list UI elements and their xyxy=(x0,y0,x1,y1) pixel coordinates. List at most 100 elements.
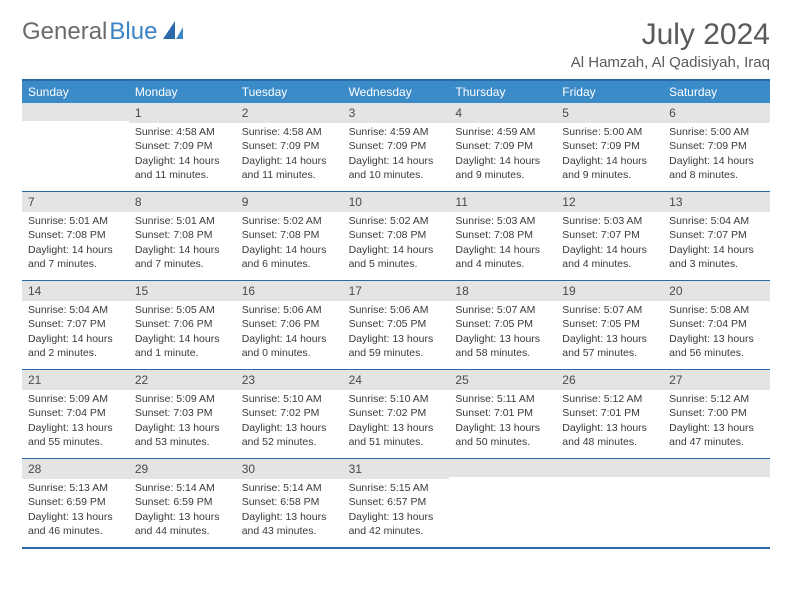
sunset-text: Sunset: 7:00 PM xyxy=(669,406,764,420)
daylight-text: Daylight: 13 hours and 46 minutes. xyxy=(28,510,123,538)
day-cell: 19Sunrise: 5:07 AMSunset: 7:05 PMDayligh… xyxy=(556,281,663,369)
day-number: 15 xyxy=(129,281,236,301)
day-cell: 1Sunrise: 4:58 AMSunset: 7:09 PMDaylight… xyxy=(129,103,236,191)
day-cell xyxy=(449,459,556,547)
daylight-text: Daylight: 13 hours and 48 minutes. xyxy=(562,421,657,449)
day-body: Sunrise: 5:12 AMSunset: 7:01 PMDaylight:… xyxy=(556,390,663,455)
sunset-text: Sunset: 6:59 PM xyxy=(135,495,230,509)
daylight-text: Daylight: 13 hours and 57 minutes. xyxy=(562,332,657,360)
day-cell: 2Sunrise: 4:58 AMSunset: 7:09 PMDaylight… xyxy=(236,103,343,191)
sunset-text: Sunset: 7:07 PM xyxy=(562,228,657,242)
sunrise-text: Sunrise: 5:11 AM xyxy=(455,392,550,406)
day-body xyxy=(556,477,663,485)
day-body: Sunrise: 5:07 AMSunset: 7:05 PMDaylight:… xyxy=(556,301,663,366)
day-number: 18 xyxy=(449,281,556,301)
sunset-text: Sunset: 7:05 PM xyxy=(349,317,444,331)
daylight-text: Daylight: 13 hours and 56 minutes. xyxy=(669,332,764,360)
day-body xyxy=(663,477,770,485)
day-number xyxy=(22,103,129,121)
day-body: Sunrise: 5:04 AMSunset: 7:07 PMDaylight:… xyxy=(22,301,129,366)
title-block: July 2024 Al Hamzah, Al Qadisiyah, Iraq xyxy=(571,18,770,71)
sunrise-text: Sunrise: 5:14 AM xyxy=(135,481,230,495)
sunset-text: Sunset: 7:08 PM xyxy=(242,228,337,242)
day-number: 19 xyxy=(556,281,663,301)
day-body: Sunrise: 5:07 AMSunset: 7:05 PMDaylight:… xyxy=(449,301,556,366)
day-number: 1 xyxy=(129,103,236,123)
day-number: 26 xyxy=(556,370,663,390)
sunset-text: Sunset: 6:59 PM xyxy=(28,495,123,509)
weekday-header: Sunday xyxy=(22,81,129,103)
logo-sail-icon xyxy=(161,19,187,46)
sunrise-text: Sunrise: 5:00 AM xyxy=(669,125,764,139)
sunrise-text: Sunrise: 4:58 AM xyxy=(242,125,337,139)
day-cell: 23Sunrise: 5:10 AMSunset: 7:02 PMDayligh… xyxy=(236,370,343,458)
day-cell: 24Sunrise: 5:10 AMSunset: 7:02 PMDayligh… xyxy=(343,370,450,458)
weekday-header: Friday xyxy=(556,81,663,103)
sunset-text: Sunset: 7:07 PM xyxy=(28,317,123,331)
day-number: 22 xyxy=(129,370,236,390)
day-body: Sunrise: 5:01 AMSunset: 7:08 PMDaylight:… xyxy=(22,212,129,277)
day-body: Sunrise: 4:58 AMSunset: 7:09 PMDaylight:… xyxy=(236,123,343,188)
day-number: 11 xyxy=(449,192,556,212)
sunset-text: Sunset: 7:04 PM xyxy=(28,406,123,420)
day-cell: 26Sunrise: 5:12 AMSunset: 7:01 PMDayligh… xyxy=(556,370,663,458)
day-cell: 29Sunrise: 5:14 AMSunset: 6:59 PMDayligh… xyxy=(129,459,236,547)
day-number: 28 xyxy=(22,459,129,479)
sunset-text: Sunset: 7:09 PM xyxy=(349,139,444,153)
day-cell: 21Sunrise: 5:09 AMSunset: 7:04 PMDayligh… xyxy=(22,370,129,458)
sunrise-text: Sunrise: 4:59 AM xyxy=(349,125,444,139)
day-number: 10 xyxy=(343,192,450,212)
daylight-text: Daylight: 14 hours and 1 minute. xyxy=(135,332,230,360)
sunrise-text: Sunrise: 5:06 AM xyxy=(349,303,444,317)
day-body: Sunrise: 5:11 AMSunset: 7:01 PMDaylight:… xyxy=(449,390,556,455)
day-number: 6 xyxy=(663,103,770,123)
sunrise-text: Sunrise: 5:15 AM xyxy=(349,481,444,495)
sunset-text: Sunset: 7:06 PM xyxy=(242,317,337,331)
day-body: Sunrise: 5:10 AMSunset: 7:02 PMDaylight:… xyxy=(343,390,450,455)
day-number: 17 xyxy=(343,281,450,301)
day-body: Sunrise: 5:01 AMSunset: 7:08 PMDaylight:… xyxy=(129,212,236,277)
day-body: Sunrise: 5:06 AMSunset: 7:06 PMDaylight:… xyxy=(236,301,343,366)
calendar: Sunday Monday Tuesday Wednesday Thursday… xyxy=(22,79,770,549)
sunset-text: Sunset: 7:02 PM xyxy=(349,406,444,420)
day-body: Sunrise: 5:05 AMSunset: 7:06 PMDaylight:… xyxy=(129,301,236,366)
sunrise-text: Sunrise: 5:03 AM xyxy=(562,214,657,228)
sunrise-text: Sunrise: 5:12 AM xyxy=(669,392,764,406)
sunrise-text: Sunrise: 5:05 AM xyxy=(135,303,230,317)
sunrise-text: Sunrise: 5:10 AM xyxy=(349,392,444,406)
sunset-text: Sunset: 7:08 PM xyxy=(28,228,123,242)
sunrise-text: Sunrise: 4:59 AM xyxy=(455,125,550,139)
day-number: 7 xyxy=(22,192,129,212)
sunrise-text: Sunrise: 5:13 AM xyxy=(28,481,123,495)
day-number: 12 xyxy=(556,192,663,212)
logo-general: General xyxy=(22,18,107,46)
sunset-text: Sunset: 7:02 PM xyxy=(242,406,337,420)
sunset-text: Sunset: 7:09 PM xyxy=(562,139,657,153)
day-cell: 8Sunrise: 5:01 AMSunset: 7:08 PMDaylight… xyxy=(129,192,236,280)
sunrise-text: Sunrise: 5:02 AM xyxy=(349,214,444,228)
day-body: Sunrise: 4:59 AMSunset: 7:09 PMDaylight:… xyxy=(343,123,450,188)
weekday-header: Monday xyxy=(129,81,236,103)
sunrise-text: Sunrise: 5:07 AM xyxy=(562,303,657,317)
day-number: 24 xyxy=(343,370,450,390)
sunrise-text: Sunrise: 5:00 AM xyxy=(562,125,657,139)
sunset-text: Sunset: 7:09 PM xyxy=(669,139,764,153)
sunrise-text: Sunrise: 5:06 AM xyxy=(242,303,337,317)
day-body xyxy=(449,477,556,485)
daylight-text: Daylight: 14 hours and 9 minutes. xyxy=(455,154,550,182)
day-cell: 14Sunrise: 5:04 AMSunset: 7:07 PMDayligh… xyxy=(22,281,129,369)
sunset-text: Sunset: 7:01 PM xyxy=(455,406,550,420)
daylight-text: Daylight: 13 hours and 51 minutes. xyxy=(349,421,444,449)
sunset-text: Sunset: 7:01 PM xyxy=(562,406,657,420)
day-cell: 5Sunrise: 5:00 AMSunset: 7:09 PMDaylight… xyxy=(556,103,663,191)
daylight-text: Daylight: 14 hours and 4 minutes. xyxy=(562,243,657,271)
daylight-text: Daylight: 13 hours and 55 minutes. xyxy=(28,421,123,449)
sunset-text: Sunset: 7:08 PM xyxy=(349,228,444,242)
sunset-text: Sunset: 6:57 PM xyxy=(349,495,444,509)
daylight-text: Daylight: 14 hours and 7 minutes. xyxy=(135,243,230,271)
daylight-text: Daylight: 14 hours and 8 minutes. xyxy=(669,154,764,182)
day-number: 13 xyxy=(663,192,770,212)
sunrise-text: Sunrise: 5:09 AM xyxy=(28,392,123,406)
daylight-text: Daylight: 14 hours and 5 minutes. xyxy=(349,243,444,271)
sunrise-text: Sunrise: 5:01 AM xyxy=(28,214,123,228)
